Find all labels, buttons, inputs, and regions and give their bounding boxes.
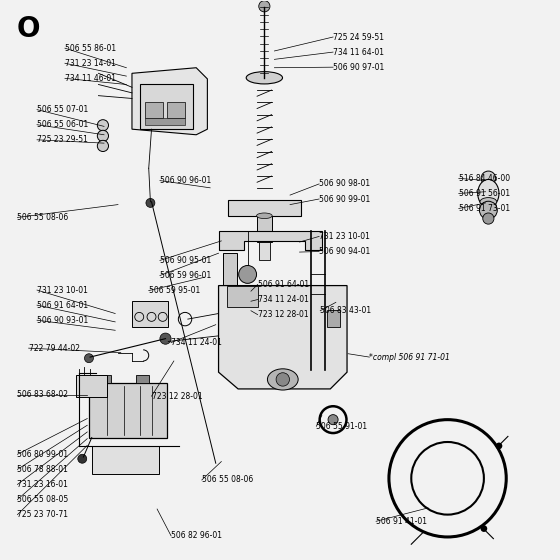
- Circle shape: [97, 120, 109, 131]
- Circle shape: [312, 300, 323, 311]
- Bar: [228, 200, 301, 216]
- Bar: [137, 375, 149, 383]
- Text: 506 90 99-01: 506 90 99-01: [319, 194, 370, 203]
- Text: 731 23 14-01: 731 23 14-01: [65, 59, 116, 68]
- Text: 506 90 98-01: 506 90 98-01: [319, 179, 370, 188]
- Polygon shape: [218, 231, 322, 250]
- Text: 725 23 70-71: 725 23 70-71: [17, 510, 68, 519]
- Circle shape: [259, 1, 270, 12]
- Circle shape: [78, 454, 87, 463]
- Bar: [141, 85, 193, 129]
- Bar: [76, 375, 107, 397]
- Text: 506 80 99-01: 506 80 99-01: [17, 450, 68, 459]
- Text: 506 90 96-01: 506 90 96-01: [160, 176, 211, 185]
- Text: 723 12 28-01: 723 12 28-01: [258, 310, 309, 319]
- Text: 506 83 43-01: 506 83 43-01: [320, 306, 371, 315]
- Text: 506 78 88-01: 506 78 88-01: [17, 465, 68, 474]
- Text: 506 90 97-01: 506 90 97-01: [333, 63, 384, 72]
- Text: 731 23 10-01: 731 23 10-01: [37, 286, 88, 295]
- Circle shape: [481, 171, 496, 185]
- Text: 734 11 64-01: 734 11 64-01: [333, 48, 384, 57]
- Text: 506 91 64-01: 506 91 64-01: [37, 301, 88, 310]
- Ellipse shape: [246, 72, 282, 84]
- Text: 506 55 06-01: 506 55 06-01: [37, 120, 88, 129]
- Text: 506 59 95-01: 506 59 95-01: [149, 286, 200, 295]
- Polygon shape: [218, 286, 347, 389]
- Bar: [167, 102, 185, 118]
- Text: 506 55 91-01: 506 55 91-01: [316, 422, 367, 431]
- Text: 725 23 29-51: 725 23 29-51: [37, 136, 88, 144]
- Bar: [145, 102, 163, 118]
- Circle shape: [480, 525, 487, 532]
- Text: 506 82 96-01: 506 82 96-01: [171, 531, 222, 540]
- Bar: [145, 118, 185, 125]
- Bar: [328, 310, 340, 328]
- Ellipse shape: [268, 369, 298, 390]
- Bar: [92, 446, 159, 474]
- Text: 722 79 44-02: 722 79 44-02: [29, 344, 80, 353]
- Text: 506 90 95-01: 506 90 95-01: [160, 256, 211, 265]
- Circle shape: [97, 130, 109, 142]
- Circle shape: [496, 442, 502, 449]
- Bar: [89, 383, 167, 437]
- Text: *compl 506 91 71-01: *compl 506 91 71-01: [370, 353, 450, 362]
- Ellipse shape: [478, 179, 499, 207]
- Polygon shape: [132, 68, 207, 135]
- Text: 506 91 56-01: 506 91 56-01: [459, 189, 510, 198]
- Circle shape: [97, 141, 109, 152]
- Text: 506 55 07-01: 506 55 07-01: [37, 105, 88, 114]
- Text: 506 55 08-06: 506 55 08-06: [17, 213, 69, 222]
- Text: 734 11 46-01: 734 11 46-01: [65, 74, 116, 83]
- Text: 506 90 94-01: 506 90 94-01: [319, 247, 370, 256]
- Text: O: O: [16, 15, 40, 43]
- Circle shape: [328, 414, 338, 424]
- Text: 506 55 08-05: 506 55 08-05: [17, 495, 69, 504]
- Text: 506 91 41-01: 506 91 41-01: [376, 517, 427, 526]
- Text: 516 84 46-00: 516 84 46-00: [459, 174, 510, 183]
- Bar: [256, 216, 272, 242]
- Text: 723 12 28-01: 723 12 28-01: [152, 391, 202, 401]
- Bar: [132, 301, 168, 328]
- Text: 725 24 59-51: 725 24 59-51: [333, 32, 384, 41]
- Circle shape: [85, 354, 94, 363]
- Text: 506 90 93-01: 506 90 93-01: [37, 316, 88, 325]
- Bar: [259, 242, 270, 260]
- Bar: [223, 253, 237, 287]
- Text: 734 11 24-01: 734 11 24-01: [258, 295, 309, 304]
- Text: 731 23 16-01: 731 23 16-01: [17, 480, 68, 489]
- Text: 506 83 68-02: 506 83 68-02: [17, 390, 68, 399]
- Circle shape: [479, 201, 497, 219]
- Circle shape: [146, 198, 155, 207]
- Text: 506 91 64-01: 506 91 64-01: [258, 280, 309, 289]
- Ellipse shape: [480, 198, 497, 206]
- Circle shape: [160, 333, 171, 344]
- Text: 506 59 96-01: 506 59 96-01: [160, 271, 211, 280]
- Circle shape: [239, 265, 256, 283]
- Text: 734 11 24-01: 734 11 24-01: [171, 338, 222, 347]
- Circle shape: [276, 373, 290, 386]
- Circle shape: [483, 213, 494, 224]
- Bar: [227, 286, 258, 307]
- Text: 506 55 08-06: 506 55 08-06: [202, 475, 253, 484]
- Ellipse shape: [256, 213, 272, 218]
- Text: 506 91 73-01: 506 91 73-01: [459, 204, 510, 213]
- Text: 506 55 86-01: 506 55 86-01: [65, 44, 116, 53]
- Text: 731 23 10-01: 731 23 10-01: [319, 232, 370, 241]
- Bar: [99, 375, 111, 383]
